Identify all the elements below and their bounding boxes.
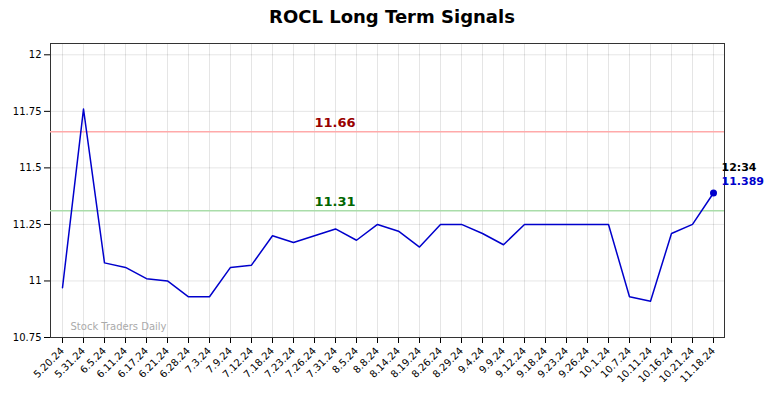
svg-text:10.7.24: 10.7.24 [598, 345, 634, 380]
svg-text:10.11.24: 10.11.24 [614, 345, 655, 385]
svg-text:7.23.24: 7.23.24 [262, 345, 298, 380]
svg-text:11: 11 [29, 275, 42, 286]
svg-text:10.75: 10.75 [13, 332, 42, 343]
svg-text:11.389: 11.389 [722, 175, 764, 188]
svg-text:11.31: 11.31 [315, 194, 356, 209]
svg-text:5.20.24: 5.20.24 [31, 345, 67, 380]
svg-text:7.12.24: 7.12.24 [220, 345, 256, 380]
svg-text:8.19.24: 8.19.24 [388, 345, 424, 380]
svg-text:6.11.24: 6.11.24 [94, 345, 130, 380]
svg-text:8.29.24: 8.29.24 [430, 345, 466, 380]
svg-text:7.9.24: 7.9.24 [203, 345, 235, 376]
svg-text:9.4.24: 9.4.24 [455, 345, 487, 376]
svg-text:10.1.24: 10.1.24 [577, 345, 613, 380]
svg-text:10.16.24: 10.16.24 [635, 345, 676, 385]
svg-text:7.31.24: 7.31.24 [304, 345, 340, 380]
svg-text:8.26.24: 8.26.24 [409, 345, 445, 380]
svg-text:11.66: 11.66 [315, 115, 356, 130]
svg-text:12: 12 [29, 49, 42, 60]
html-text:ROCL Long Term Signals: ROCL Long Term Signals [269, 6, 515, 27]
svg-text:6.5.24: 6.5.24 [77, 345, 109, 376]
svg-text:11.18.24: 11.18.24 [678, 345, 717, 384]
svg-text:8.8.24: 8.8.24 [350, 345, 382, 376]
svg-text:8.14.24: 8.14.24 [367, 345, 403, 380]
svg-text:6.28.24: 6.28.24 [157, 345, 193, 380]
svg-text:9.23.24: 9.23.24 [535, 345, 571, 380]
svg-text:12:34: 12:34 [722, 161, 757, 174]
svg-text:Stock Traders Daily: Stock Traders Daily [71, 321, 167, 332]
svg-text:6.21.24: 6.21.24 [136, 345, 172, 380]
svg-text:7.18.24: 7.18.24 [241, 345, 277, 380]
svg-text:11.5: 11.5 [19, 162, 41, 173]
svg-text:11.75: 11.75 [13, 106, 42, 117]
svg-text:9.18.24: 9.18.24 [514, 345, 550, 380]
svg-text:11.25: 11.25 [13, 219, 42, 230]
svg-text:7.26.24: 7.26.24 [283, 345, 319, 380]
svg-text:7.3.24: 7.3.24 [182, 345, 214, 376]
svg-text:6.17.24: 6.17.24 [115, 345, 151, 380]
svg-text:8.5.24: 8.5.24 [329, 345, 361, 376]
svg-text:10.21.24: 10.21.24 [656, 345, 697, 385]
svg-text:9.12.24: 9.12.24 [493, 345, 529, 380]
svg-text:9.9.24: 9.9.24 [476, 345, 508, 376]
svg-text:9.26.24: 9.26.24 [556, 345, 592, 380]
svg-text:5.31.24: 5.31.24 [52, 345, 88, 380]
